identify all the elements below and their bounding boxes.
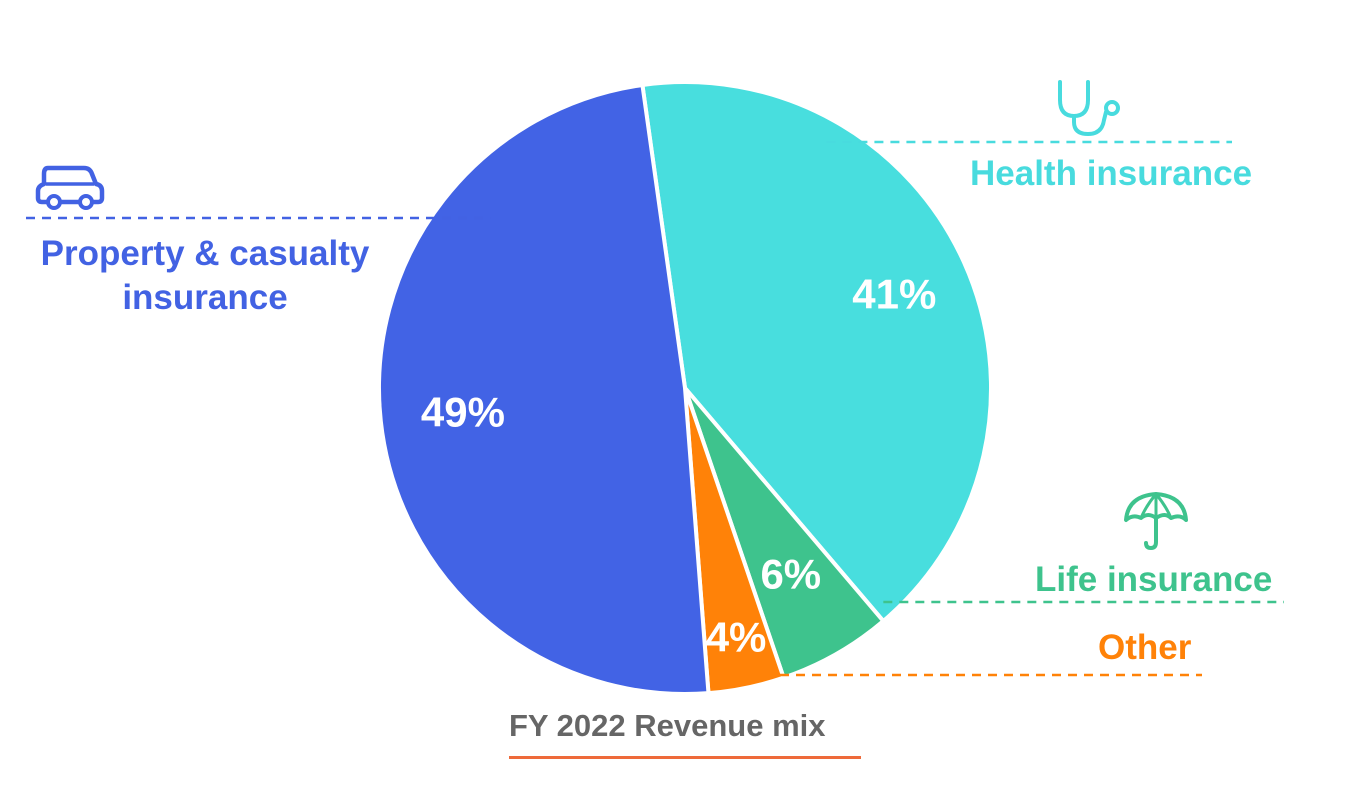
chart-title: FY 2022 Revenue mix (509, 708, 826, 743)
title-underline (509, 756, 861, 759)
car-icon (35, 165, 105, 210)
pie-slice-property-casualty-insurance (377, 82, 711, 696)
value-label-other: 4% (706, 613, 767, 660)
property-label-line-1: Property & casualty (40, 234, 370, 273)
value-label-health-insurance: 41% (852, 270, 936, 317)
value-label-life-insurance: 6% (760, 551, 821, 598)
pie-slices (377, 80, 993, 696)
leader-lines (26, 140, 1284, 677)
value-labels: 41% 6% 4% 49% (421, 270, 936, 660)
pie-slice-health-insurance (640, 80, 993, 624)
stethoscope-icon (1058, 80, 1120, 137)
other-label: Other (1098, 628, 1192, 667)
property-casualty-label: Property & casualty insurance (20, 232, 390, 320)
value-label-property-casualty-insurance: 49% (421, 389, 505, 436)
health-insurance-label: Health insurance (970, 154, 1253, 193)
umbrella-icon (1124, 492, 1188, 551)
property-label-line-2: insurance (122, 278, 288, 317)
life-insurance-label: Life insurance (1035, 560, 1273, 599)
